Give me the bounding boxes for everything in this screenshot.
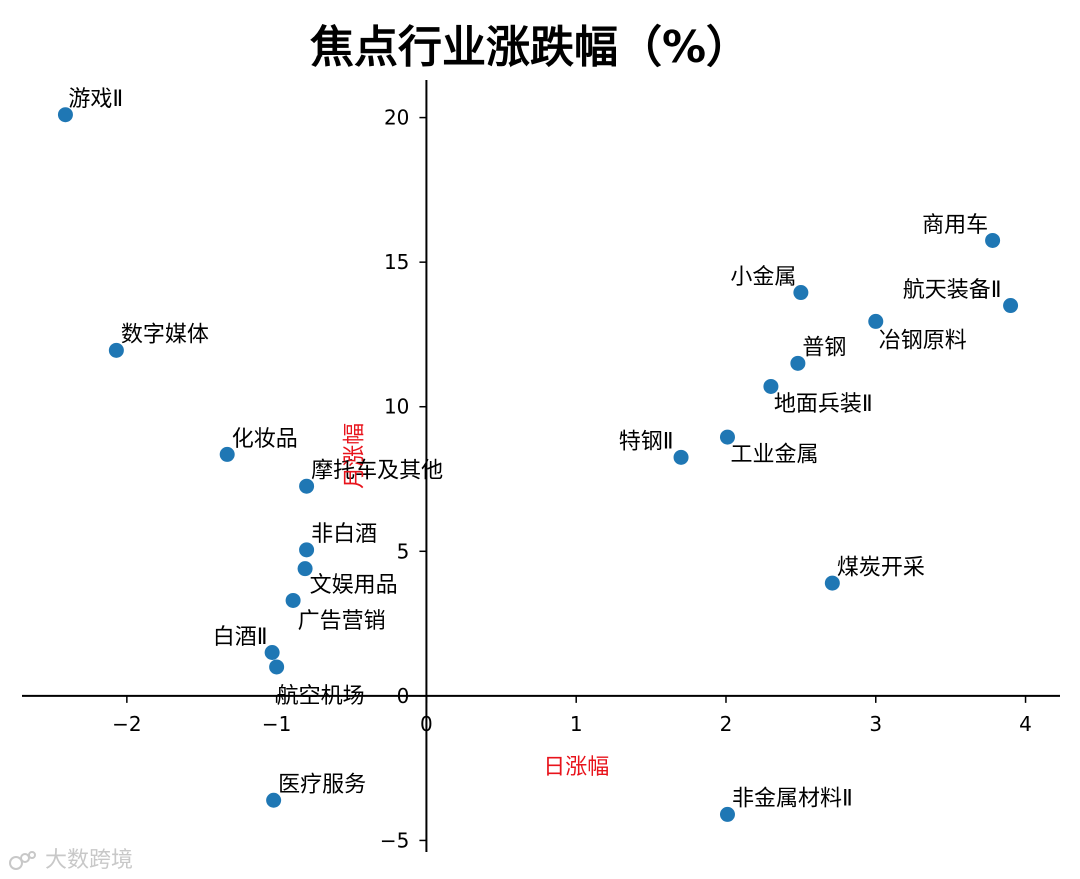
data-point [719, 429, 735, 445]
brand-logo-icon [8, 849, 38, 873]
data-point-label: 白酒Ⅱ [213, 625, 268, 650]
data-point [868, 313, 884, 329]
x-axis-label: 日涨幅 [543, 755, 609, 780]
data-point-label: 特钢Ⅱ [619, 430, 674, 455]
y-tick-label: 0 [397, 684, 410, 708]
y-tick-label: 10 [384, 395, 409, 419]
data-point [266, 792, 282, 808]
y-tick-label: −5 [380, 828, 409, 852]
data-point-label: 化妆品 [232, 427, 298, 452]
data-point [57, 107, 73, 123]
data-point-label: 摩托车及其他 [311, 459, 443, 484]
data-point [985, 232, 1001, 248]
data-point [219, 446, 235, 462]
data-point-label: 冶钢原料 [879, 328, 967, 353]
watermark-text: 大数跨境 [45, 848, 134, 873]
y-tick-label: 5 [397, 539, 410, 563]
data-point [673, 449, 689, 465]
data-point-label: 医疗服务 [278, 773, 366, 798]
data-point-label: 文娱用品 [310, 573, 398, 598]
data-point [763, 378, 779, 394]
y-tick-label: 20 [384, 106, 409, 130]
data-point-label: 工业金属 [730, 443, 818, 468]
data-point [269, 659, 285, 675]
data-point-label: 航空机场 [277, 684, 365, 709]
x-tick-label: 4 [1019, 712, 1032, 736]
tick-group: −2 −1 0 1 2 3 4 −5 0 5 10 15 20 [112, 106, 1032, 853]
data-point [297, 561, 313, 577]
data-point [299, 478, 315, 494]
data-point-label: 非金属材料Ⅱ [732, 787, 853, 812]
data-point-label: 数字媒体 [121, 323, 209, 348]
y-axis-label: 月涨幅 [342, 423, 367, 489]
data-point-label: 游戏Ⅱ [68, 87, 123, 112]
data-point [285, 592, 301, 608]
watermark: 大数跨境 [8, 842, 133, 874]
axes [22, 80, 1060, 852]
data-point [108, 342, 124, 358]
x-tick-label: −2 [112, 712, 141, 736]
chart-title: 焦点行业涨跌幅（%） [310, 22, 750, 73]
data-point-label: 商用车 [922, 213, 988, 238]
data-point [264, 644, 280, 660]
data-point-label: 煤炭开采 [837, 555, 925, 580]
data-point-label: 普钢 [802, 336, 846, 361]
data-point-label: 小金属 [730, 265, 796, 290]
data-point [793, 285, 809, 301]
x-tick-label: 3 [869, 712, 882, 736]
data-point [299, 542, 315, 558]
x-tick-label: 2 [720, 712, 733, 736]
data-point [790, 355, 806, 371]
data-point [1003, 298, 1019, 314]
data-point-label: 航天装备Ⅱ [903, 278, 1002, 303]
data-point [824, 575, 840, 591]
x-tick-label: −1 [262, 712, 291, 736]
data-point-label: 广告营销 [298, 609, 386, 634]
data-point [719, 806, 735, 822]
x-tick-label: 0 [420, 712, 433, 736]
data-point-label: 非白酒 [311, 522, 377, 547]
x-tick-label: 1 [570, 712, 583, 736]
data-point-label: 地面兵装Ⅱ [774, 392, 873, 417]
y-tick-label: 15 [384, 250, 409, 274]
